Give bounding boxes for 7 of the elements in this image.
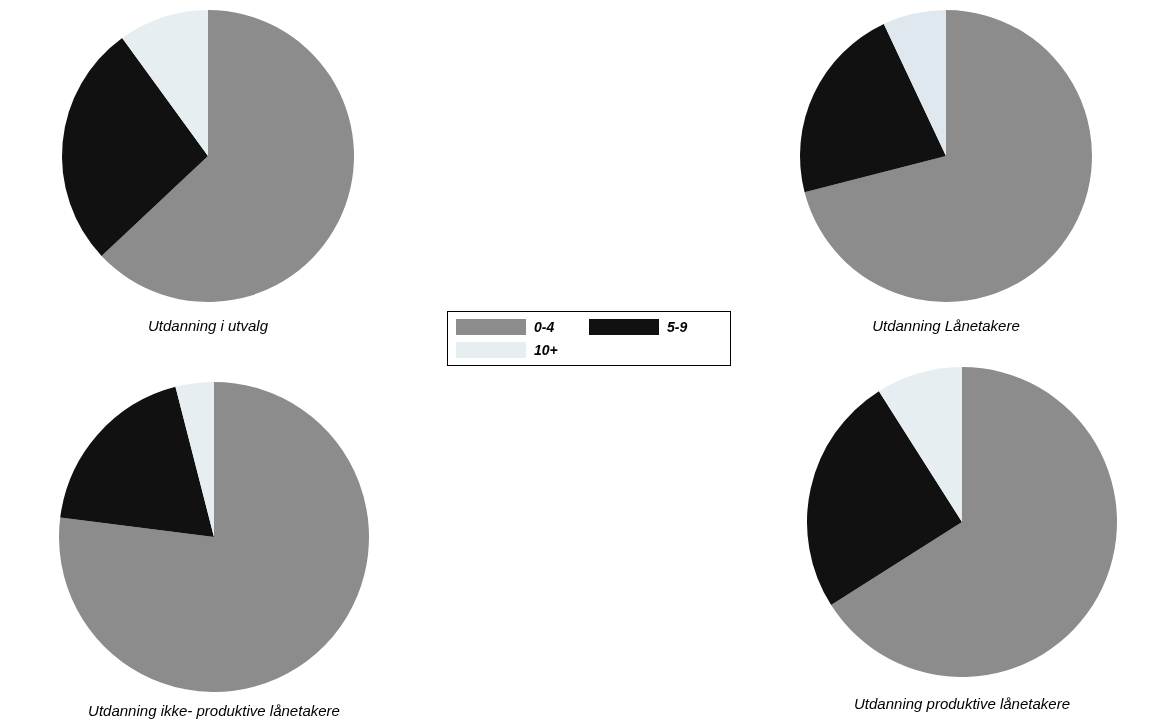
legend-label: 5-9 (667, 319, 688, 335)
text: Utdanning produktive lånetakere (854, 695, 1070, 712)
legend-label: 0-4 (534, 319, 555, 335)
legend-label: 10+ (534, 341, 558, 358)
text: Utdanning ikke- produktive lånetakere (88, 702, 340, 719)
text: Utdanning i utvalg (147, 317, 269, 334)
text: Utdanning Lånetakere (872, 317, 1020, 334)
